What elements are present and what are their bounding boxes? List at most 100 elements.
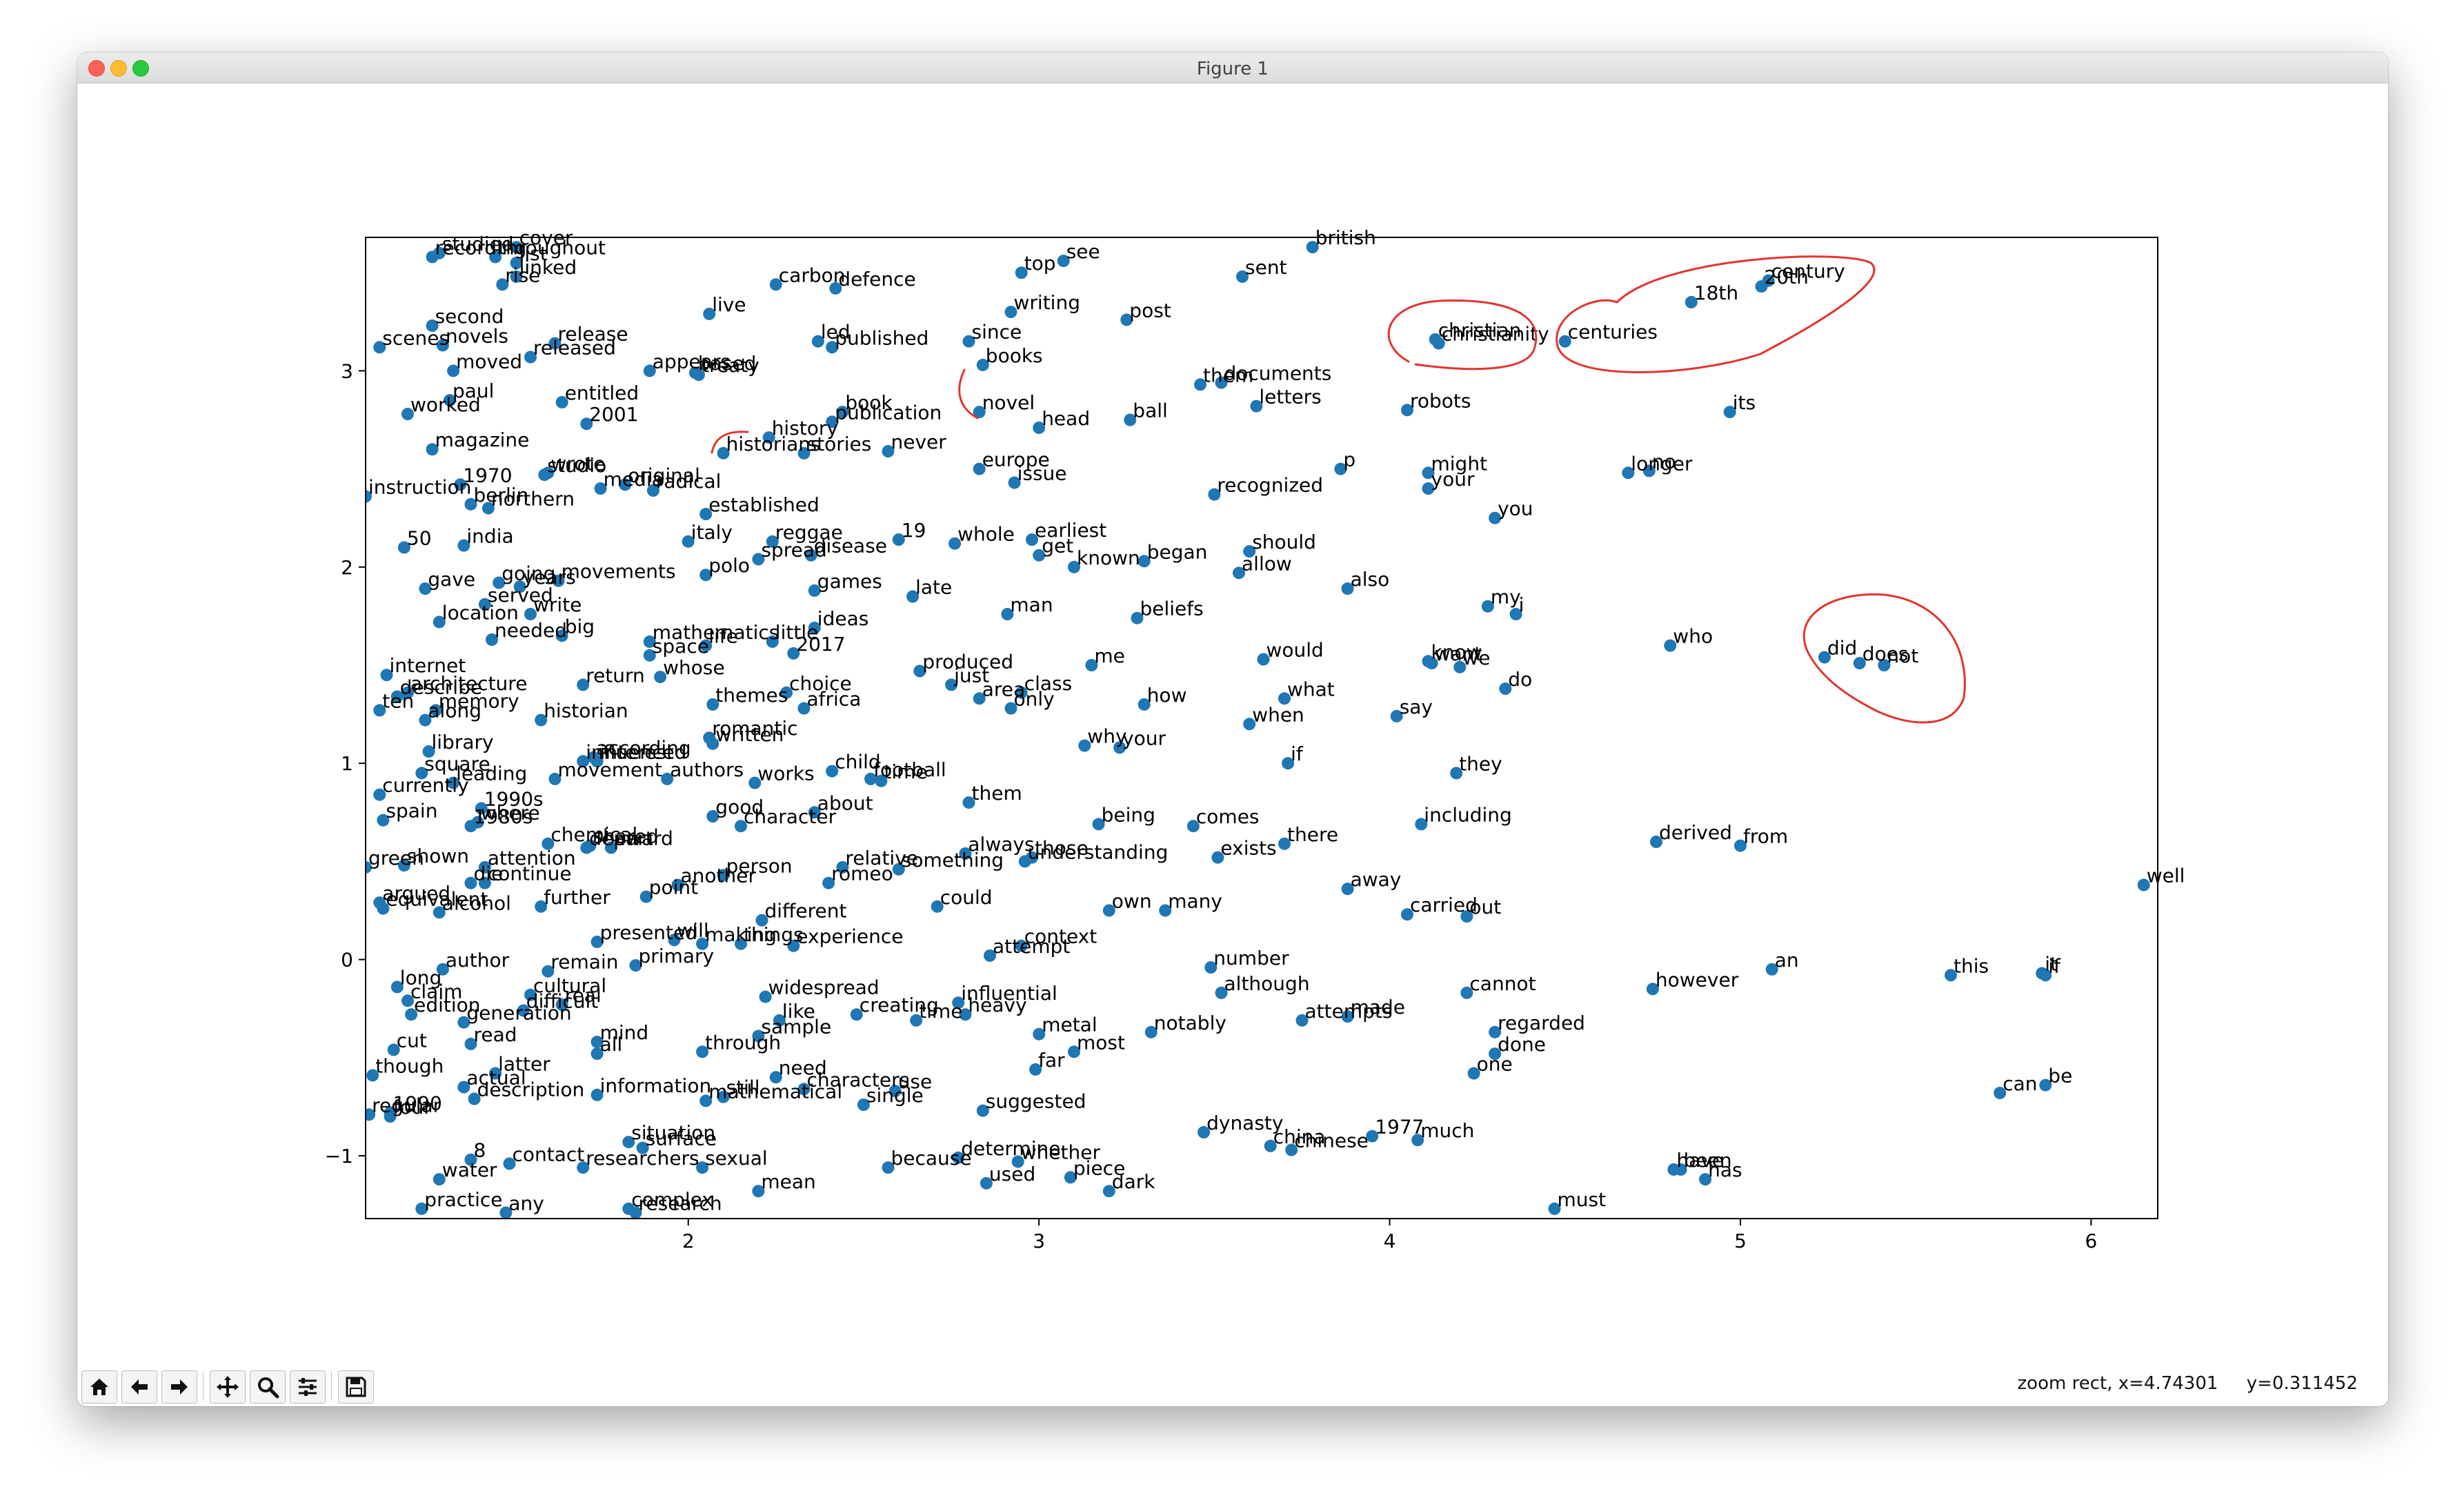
home-button[interactable] — [81, 1370, 117, 1403]
scatter-point — [397, 541, 410, 554]
configure-subplots-button[interactable] — [290, 1370, 326, 1403]
point-label: comes — [1196, 805, 1260, 828]
scatter-point — [875, 774, 888, 787]
point-label: many — [1168, 890, 1222, 913]
scatter-point — [1489, 1047, 1502, 1061]
scatter-point — [826, 341, 839, 354]
point-label: need — [779, 1056, 827, 1079]
point-label: sexual — [705, 1147, 768, 1170]
scatter-point — [1467, 1067, 1480, 1080]
point-label: big — [565, 615, 595, 638]
point-label: your — [1122, 727, 1166, 749]
point-label: die — [474, 863, 504, 885]
scatter-points — [366, 241, 2150, 1219]
scatter-point — [906, 590, 920, 603]
scatter-point — [1015, 939, 1028, 952]
point-label: writing — [1014, 291, 1080, 314]
point-label: whose — [663, 656, 725, 679]
scatter-point — [426, 250, 439, 264]
point-label: four — [393, 1096, 433, 1119]
minimize-window-button[interactable] — [110, 60, 127, 77]
scatter-chart[interactable]: studiedrecordingthroughoutcoverlistlinke… — [77, 52, 2388, 1365]
point-label: never — [891, 431, 947, 453]
back-button[interactable] — [121, 1370, 157, 1403]
point-label: another — [681, 865, 757, 887]
annotation-circle-did-does-not — [1802, 593, 1966, 724]
point-label: this — [1954, 954, 1989, 977]
point-label: characters — [807, 1068, 910, 1091]
point-label: attempts — [1305, 1000, 1393, 1023]
point-label: surface — [646, 1127, 717, 1150]
maximize-window-button[interactable] — [132, 60, 149, 77]
point-label: can — [2003, 1072, 2037, 1095]
zoom-button[interactable] — [250, 1370, 286, 1403]
scatter-point — [797, 1083, 811, 1096]
point-label: an — [1775, 949, 1799, 972]
status-mode: zoom rect — [2017, 1373, 2107, 1394]
scatter-point — [1208, 488, 1221, 501]
scatter-point — [752, 1030, 765, 1043]
scatter-point — [481, 502, 495, 515]
scatter-point — [489, 250, 502, 264]
scatter-point — [1390, 709, 1403, 722]
scatter-point — [804, 549, 817, 562]
scatter-point — [643, 364, 656, 377]
scatter-point — [682, 535, 695, 548]
scatter-point — [580, 417, 593, 431]
scatter-point — [426, 319, 439, 332]
scatter-point — [604, 841, 617, 854]
point-label: influenced — [586, 740, 686, 763]
scatter-point — [1243, 718, 1256, 731]
point-label: where — [481, 802, 540, 825]
point-label: christian — [1438, 319, 1522, 342]
point-label: used — [989, 1163, 1035, 1185]
scatter-point — [1159, 904, 1172, 917]
point-label: long — [400, 966, 441, 989]
point-label: researchers — [586, 1147, 699, 1170]
point-label: letters — [1259, 386, 1321, 408]
point-label: location — [442, 601, 519, 624]
forward-button[interactable] — [161, 1370, 197, 1403]
scatter-point — [1144, 1025, 1158, 1038]
point-label: want — [1435, 642, 1482, 665]
point-label: generation — [466, 1002, 571, 1025]
point-label: romeo — [831, 863, 893, 885]
scatter-point — [542, 965, 555, 978]
scatter-point — [464, 876, 477, 889]
scatter-point — [548, 337, 562, 350]
point-label: according — [597, 737, 691, 760]
point-label: latter — [498, 1053, 550, 1076]
point-label: since — [972, 321, 1022, 344]
point-label: magazine — [435, 429, 530, 451]
point-label: cannot — [1469, 972, 1536, 995]
scatter-point — [1004, 306, 1017, 319]
point-label: determine — [961, 1137, 1060, 1160]
pan-button[interactable] — [210, 1370, 246, 1403]
scatter-point — [619, 478, 632, 491]
scatter-point — [973, 692, 986, 705]
scatter-point — [555, 395, 568, 408]
save-button[interactable] — [338, 1370, 374, 1403]
point-label: italy — [691, 521, 733, 544]
scatter-point — [706, 810, 719, 823]
scatter-point — [397, 859, 410, 872]
scatter-point — [1295, 1014, 1309, 1027]
point-label: person — [726, 854, 793, 877]
scatter-point — [1029, 1063, 1042, 1076]
point-label: through — [705, 1031, 781, 1054]
scatter-point — [829, 282, 842, 295]
scatter-point — [2039, 969, 2052, 982]
scatter-point — [836, 860, 849, 874]
scatter-point — [1102, 904, 1115, 917]
close-window-button[interactable] — [88, 60, 105, 77]
point-label: primary — [639, 945, 715, 967]
point-label: character — [744, 805, 837, 828]
point-label: 19 — [902, 519, 926, 542]
scatter-point — [1236, 270, 1249, 283]
point-label: served — [488, 584, 553, 607]
scatter-point — [1243, 545, 1256, 558]
scatter-point — [717, 869, 730, 882]
scatter-point — [590, 755, 604, 768]
point-label: media — [604, 468, 664, 491]
point-label: something — [902, 849, 1004, 871]
